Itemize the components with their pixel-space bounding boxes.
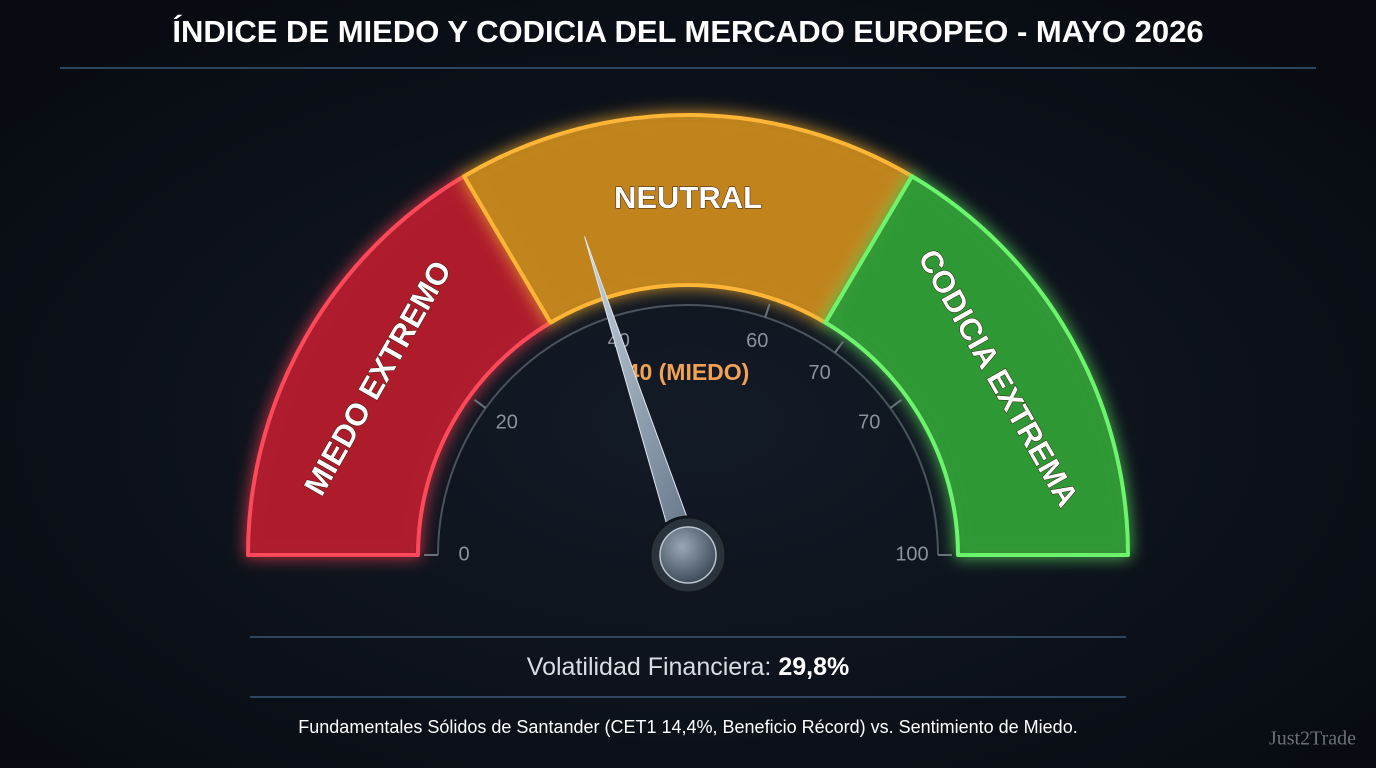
footnote: Fundamentales Sólidos de Santander (CET1… xyxy=(298,717,1077,737)
tick-label: 70 xyxy=(858,412,880,434)
tick-label: 20 xyxy=(496,412,518,434)
tick-label: 70 xyxy=(809,362,831,384)
stat-line: Volatilidad Financiera: 29,8% xyxy=(527,653,849,681)
stat-value: 29,8% xyxy=(778,653,849,681)
gauge-zone xyxy=(823,174,1130,557)
stat-label: Volatilidad Financiera: xyxy=(527,653,772,681)
tick-mark xyxy=(834,340,844,354)
watermark: Just2Trade xyxy=(1269,728,1356,750)
tick-mark xyxy=(473,399,487,409)
gauge-zone xyxy=(462,113,914,325)
tick-label: 0 xyxy=(458,543,469,565)
needle-hub xyxy=(659,526,717,584)
tick-mark xyxy=(764,303,771,318)
chart-title: ÍNDICE DE MIEDO Y CODICIA DEL MERCADO EU… xyxy=(172,14,1203,49)
tick-label: 100 xyxy=(895,543,928,565)
tick-label: 60 xyxy=(746,330,768,352)
tick-mark xyxy=(889,399,903,409)
value-label: 40 (MIEDO) xyxy=(627,359,750,385)
zone-label: NEUTRAL xyxy=(614,180,762,215)
gauge-zone xyxy=(246,174,553,557)
scale-arc xyxy=(437,304,939,556)
